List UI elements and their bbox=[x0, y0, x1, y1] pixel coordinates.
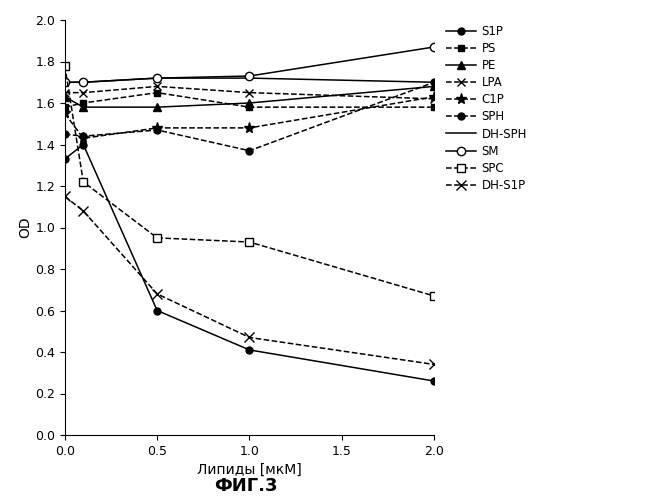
Legend: S1P, PS, PE, LPA, C1P, SPH, DH-SPH, SM, SPC, DH-S1P: S1P, PS, PE, LPA, C1P, SPH, DH-SPH, SM, … bbox=[441, 20, 532, 197]
SPH bbox=[79, 133, 87, 139]
PE bbox=[246, 100, 253, 106]
C1P bbox=[246, 125, 253, 131]
PS bbox=[79, 100, 87, 106]
LPA bbox=[246, 90, 253, 96]
S1P bbox=[430, 378, 438, 384]
DH-S1P bbox=[79, 208, 87, 214]
SPH bbox=[246, 148, 253, 154]
Line: S1P: S1P bbox=[62, 141, 437, 384]
DH-SPH bbox=[153, 75, 161, 81]
PS bbox=[153, 90, 161, 96]
S1P bbox=[246, 347, 253, 353]
SM bbox=[153, 75, 161, 81]
DH-SPH bbox=[430, 79, 438, 85]
Line: DH-SPH: DH-SPH bbox=[65, 78, 434, 82]
DH-SPH bbox=[61, 79, 69, 85]
SM bbox=[79, 79, 87, 85]
Line: PS: PS bbox=[62, 89, 437, 110]
SPC bbox=[246, 239, 253, 245]
Line: SPC: SPC bbox=[61, 62, 438, 300]
SPH bbox=[153, 127, 161, 133]
SPC bbox=[79, 179, 87, 185]
Line: SM: SM bbox=[61, 43, 438, 86]
PE bbox=[430, 84, 438, 89]
Text: ФИГ.3: ФИГ.3 bbox=[214, 477, 278, 495]
Line: C1P: C1P bbox=[59, 91, 440, 144]
S1P bbox=[153, 308, 161, 314]
LPA bbox=[61, 90, 69, 96]
PE bbox=[153, 104, 161, 110]
Line: PE: PE bbox=[61, 82, 438, 112]
Y-axis label: OD: OD bbox=[18, 216, 32, 238]
Line: SPH: SPH bbox=[62, 79, 437, 154]
LPA bbox=[79, 90, 87, 96]
PS bbox=[246, 104, 253, 110]
C1P bbox=[430, 94, 438, 100]
SM bbox=[246, 73, 253, 79]
PE bbox=[79, 104, 87, 110]
C1P bbox=[79, 136, 87, 141]
DH-S1P bbox=[153, 291, 161, 297]
PS bbox=[61, 104, 69, 110]
C1P bbox=[61, 110, 69, 116]
SPH bbox=[61, 131, 69, 137]
DH-SPH bbox=[246, 75, 253, 81]
SPH bbox=[430, 79, 438, 85]
Line: LPA: LPA bbox=[61, 82, 438, 103]
S1P bbox=[79, 142, 87, 148]
DH-S1P bbox=[246, 334, 253, 340]
S1P bbox=[61, 156, 69, 162]
LPA bbox=[430, 96, 438, 102]
DH-SPH bbox=[79, 79, 87, 85]
SM bbox=[430, 44, 438, 50]
SPC bbox=[153, 235, 161, 241]
Line: DH-S1P: DH-S1P bbox=[60, 192, 439, 370]
PS bbox=[430, 104, 438, 110]
SM bbox=[61, 79, 69, 85]
PE bbox=[61, 94, 69, 100]
DH-S1P bbox=[430, 362, 438, 368]
DH-S1P bbox=[61, 194, 69, 200]
C1P bbox=[153, 125, 161, 131]
X-axis label: Липиды [мкМ]: Липиды [мкМ] bbox=[197, 464, 302, 477]
SPC bbox=[430, 293, 438, 299]
SPC bbox=[61, 62, 69, 68]
LPA bbox=[153, 84, 161, 89]
